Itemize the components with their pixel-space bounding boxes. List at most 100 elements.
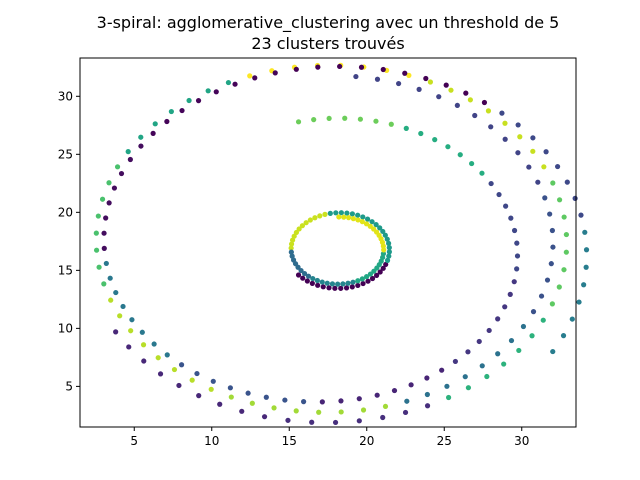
scatter-point-middle	[391, 387, 398, 394]
scatter-point-outer	[247, 73, 253, 79]
scatter-point-outer	[462, 374, 468, 380]
scatter-point-outer	[563, 231, 570, 238]
scatter-point-middle	[486, 327, 492, 334]
scatter-point-outer	[360, 407, 367, 413]
scatter-point-middle	[424, 375, 430, 381]
scatter-point-outer	[125, 149, 131, 155]
scatter-point-inner	[373, 222, 379, 228]
scatter-point-middle	[572, 195, 578, 201]
scatter-point-middle	[550, 348, 556, 355]
scatter-point-middle	[293, 66, 299, 72]
scatter-point-outer	[285, 417, 291, 423]
scatter-point-outer	[95, 213, 101, 219]
scatter-point-outer	[140, 342, 147, 348]
scatter-point-outer	[309, 419, 315, 425]
scatter-point-middle	[488, 180, 494, 187]
scatter-point-middle	[118, 170, 125, 177]
scatter-point-inner	[380, 265, 386, 271]
scatter-point-outer	[465, 385, 472, 391]
scatter-point-middle	[543, 149, 549, 155]
scatter-point-inner	[303, 220, 309, 226]
plot-frame	[79, 57, 577, 428]
scatter-point-inner	[320, 284, 326, 290]
scatter-point-outer	[544, 277, 551, 283]
scatter-point-outer	[556, 197, 563, 203]
scatter-point-outer	[561, 214, 567, 220]
scatter-point-middle	[578, 212, 584, 218]
scatter-point-outer	[427, 79, 434, 85]
scatter-point-outer	[444, 383, 450, 389]
scatter-point-outer	[225, 79, 232, 86]
scatter-point-middle	[101, 245, 107, 251]
scatter-point-outer	[93, 230, 99, 236]
scatter-point-outer	[495, 351, 501, 357]
scatter-point-inner	[355, 278, 361, 284]
chart-title-line1: 3-spiral: agglomerative_clustering avec …	[97, 13, 560, 33]
scatter-point-outer	[502, 136, 508, 142]
scatter-point-inner	[324, 280, 330, 286]
scatter-point-outer	[406, 72, 412, 78]
scatter-point-middle	[111, 185, 118, 191]
scatter-point-outer	[128, 328, 134, 334]
scatter-point-middle	[210, 378, 216, 384]
scatter-point-inner	[309, 280, 315, 286]
x-tick-label: 20	[359, 434, 374, 448]
y-tick-label: 5	[65, 379, 73, 393]
scatter-point-inner	[364, 274, 370, 280]
x-tick-label: 10	[204, 434, 219, 448]
scatter-point-inner	[386, 249, 392, 255]
scatter-point-outer	[205, 88, 211, 94]
scatter-point-outer	[416, 86, 422, 92]
scatter-point-outer	[168, 108, 174, 115]
scatter-point-middle	[338, 398, 344, 404]
scatter-point-inner	[377, 269, 383, 275]
scatter-point-inner	[307, 217, 313, 223]
scatter-point-outer	[176, 382, 182, 389]
scatter-point-middle	[463, 90, 469, 96]
scatter-point-middle	[403, 125, 409, 131]
scatter-point-middle	[356, 396, 362, 402]
scatter-point-middle	[481, 99, 488, 106]
scatter-point-middle	[582, 229, 588, 235]
scatter-point-middle	[508, 215, 514, 221]
scatter-point-inner	[374, 272, 380, 278]
scatter-point-outer	[454, 102, 460, 109]
scatter-point-middle	[263, 394, 269, 400]
scatter-point-outer	[208, 386, 214, 392]
scatter-point-inner	[336, 214, 342, 220]
scatter-point-middle	[106, 200, 112, 206]
scatter-point-outer	[526, 164, 532, 170]
scatter-point-middle	[101, 230, 107, 236]
scatter-point-outer	[488, 124, 494, 130]
scatter-point-inner	[365, 278, 371, 284]
scatter-point-outer	[548, 261, 554, 267]
scatter-point-inner	[383, 261, 389, 268]
scatter-point-middle	[515, 122, 521, 128]
scatter-point-outer	[114, 164, 121, 170]
scatter-point-inner	[333, 210, 339, 216]
scatter-point-inner	[299, 223, 305, 229]
scatter-point-outer	[293, 408, 299, 414]
scatter-point-outer	[316, 409, 322, 415]
scatter-point-inner	[332, 285, 338, 291]
scatter-point-middle	[402, 70, 408, 76]
scatter-point-inner	[364, 216, 371, 222]
scatter-point-outer	[338, 409, 344, 415]
scatter-point-inner	[338, 285, 344, 291]
scatter-point-inner	[341, 214, 347, 220]
scatter-point-middle	[418, 130, 424, 137]
scatter-point-inner	[300, 275, 306, 281]
scatter-point-outer	[448, 87, 454, 93]
scatter-point-middle	[443, 82, 449, 88]
scatter-point-middle	[342, 115, 348, 121]
scatter-point-inner	[312, 215, 318, 221]
scatter-point-outer	[353, 73, 359, 80]
scatter-point-inner	[380, 251, 387, 257]
scatter-point-inner	[305, 273, 312, 279]
scatter-point-outer	[228, 394, 234, 400]
scatter-point-middle	[569, 316, 575, 322]
scatter-point-middle	[252, 75, 258, 81]
scatter-point-inner	[355, 282, 361, 289]
y-axis: 5 10 15 20 25 30	[58, 89, 80, 393]
scatter-point-inner	[355, 217, 361, 223]
